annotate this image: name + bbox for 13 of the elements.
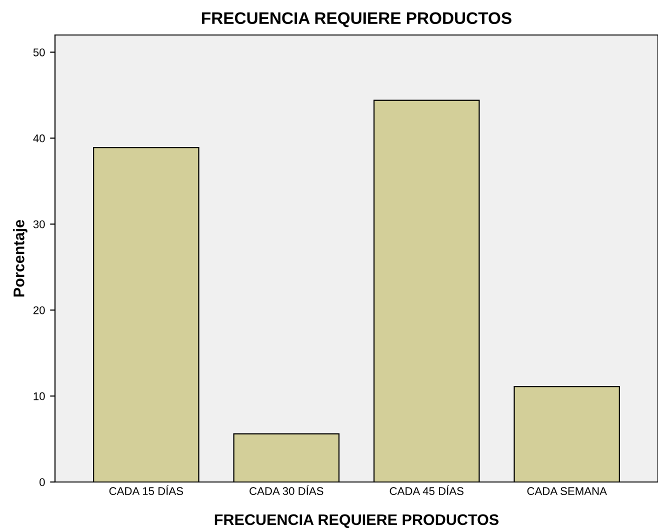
y-tick-label: 10 xyxy=(34,392,45,400)
x-tick-label: CADA 30 DÍAS xyxy=(250,485,324,496)
x-tick-label: CADA SEMANA xyxy=(527,487,607,496)
y-tick-label: 40 xyxy=(33,134,45,142)
y-tick-label: 20 xyxy=(33,306,45,314)
y-axis-title: Porcentaje xyxy=(13,220,28,297)
x-tick-label: CADA 45 DÍAS xyxy=(390,485,464,496)
y-tick-label: 0 xyxy=(40,478,45,486)
x-tick-label: CADA 15 DÍAS xyxy=(109,485,184,496)
y-tick-label: 30 xyxy=(33,220,45,228)
chart-title: FRECUENCIA REQUIERE PRODUCTOS xyxy=(202,12,512,28)
x-axis-title: FRECUENCIA REQUIERE PRODUCTOS xyxy=(214,514,499,528)
y-tick-label: 50 xyxy=(33,48,45,56)
